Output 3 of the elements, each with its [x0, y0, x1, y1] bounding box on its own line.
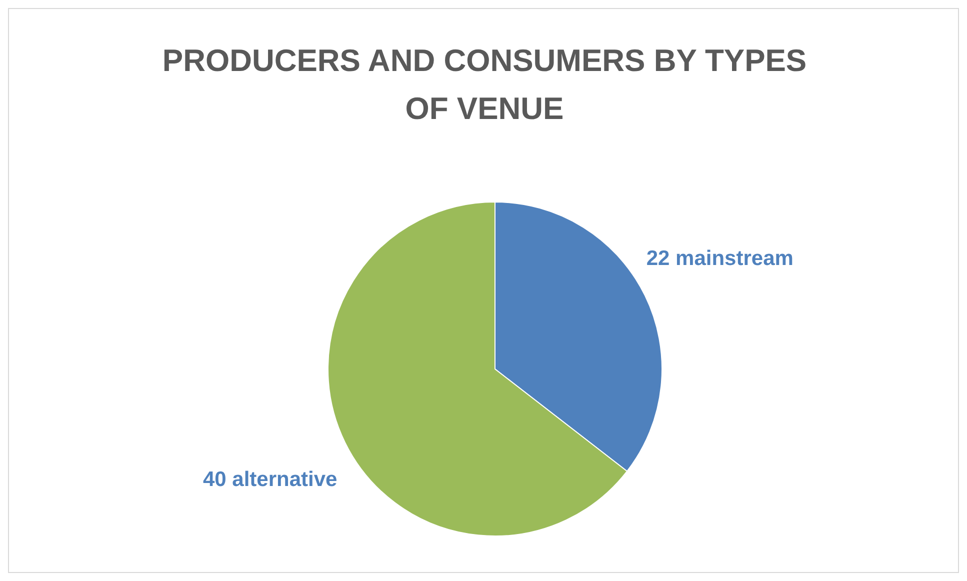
chart-title: PRODUCERS AND CONSUMERS BY TYPES OF VENUE	[161, 42, 808, 128]
slice-label: 40 alternative	[202, 468, 338, 491]
slice-label: 22 mainstream	[646, 247, 794, 270]
